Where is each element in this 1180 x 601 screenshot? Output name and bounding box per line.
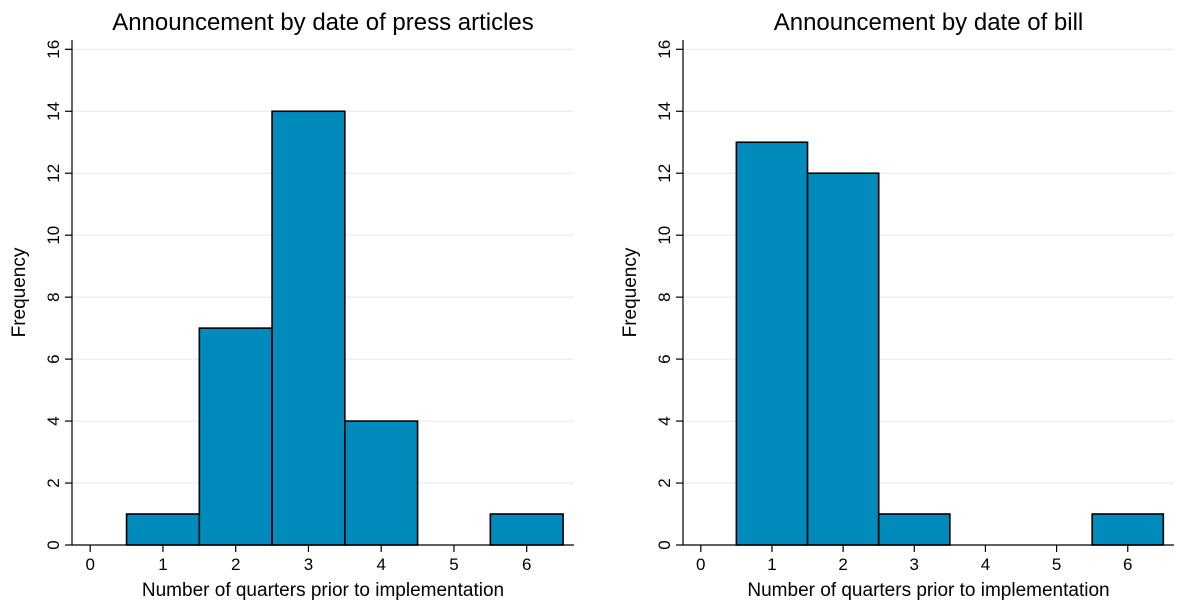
x-tick-label: 2 [838,555,847,574]
x-tick-label: 4 [376,555,385,574]
chart-title: Announcement by date of press articles [112,9,534,36]
histogram-bar [735,141,809,546]
y-tick-label: 8 [655,292,674,301]
x-axis-label: Number of quarters prior to implementati… [747,580,1109,601]
y-axis-label: Frequency [9,247,30,337]
x-tick-label: 1 [767,555,776,574]
chart-title: Announcement by date of bill [774,9,1084,36]
y-tick-label: 4 [44,416,63,425]
histogram-bar [489,513,564,546]
y-tick-label: 6 [655,354,674,363]
histogram-bar [125,513,201,546]
x-tick-label: 5 [449,555,458,574]
x-tick-label: 5 [1052,555,1061,574]
x-tick-label: 1 [158,555,167,574]
x-tick-label: 2 [231,555,240,574]
y-tick-label: 6 [44,354,63,363]
y-tick-label: 2 [655,478,674,487]
y-tick-label: 4 [655,416,674,425]
histogram-bar [1091,513,1165,546]
histogram-bar [344,420,419,546]
y-tick-label: 14 [44,102,63,121]
y-tick-label: 0 [655,540,674,549]
x-tick-label: 0 [85,555,94,574]
histogram-bar [877,513,951,546]
y-tick-label: 0 [44,540,63,549]
y-tick-label: 14 [655,102,674,121]
y-tick-label: 16 [655,40,674,59]
y-tick-label: 16 [44,40,63,59]
histogram-bar [806,172,880,546]
histogram-bar [271,110,346,546]
x-tick-label: 3 [304,555,313,574]
y-tick-label: 8 [44,292,63,301]
y-tick-label: 2 [44,478,63,487]
y-axis-label: Frequency [620,247,641,337]
x-tick-label: 0 [696,555,705,574]
x-tick-label: 4 [981,555,990,574]
y-tick-label: 12 [44,164,63,183]
x-tick-label: 6 [522,555,531,574]
y-tick-label: 10 [655,226,674,245]
histogram-bar [198,327,273,546]
x-axis-label: Number of quarters prior to implementati… [142,580,504,601]
x-tick-label: 3 [910,555,919,574]
y-tick-label: 10 [44,226,63,245]
y-tick-label: 12 [655,164,674,183]
x-tick-label: 6 [1123,555,1132,574]
